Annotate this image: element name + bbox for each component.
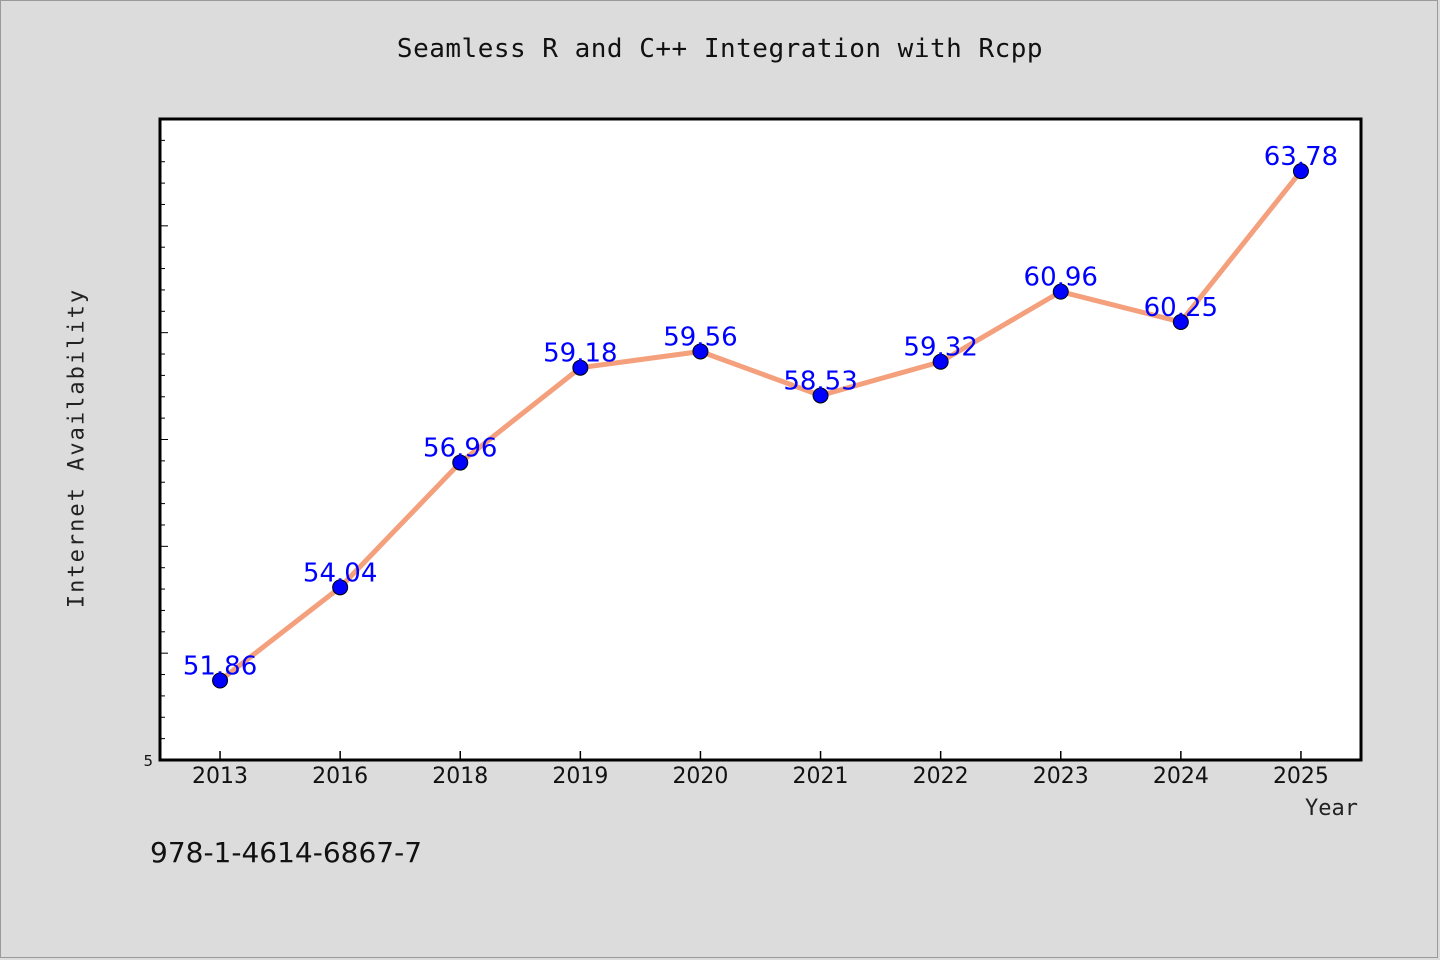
data-label: 51.86 [183, 652, 257, 682]
data-label: 59.32 [903, 333, 977, 363]
x-tick-label: 2022 [913, 764, 969, 789]
x-tick-label: 2018 [432, 764, 488, 789]
data-label: 63.78 [1264, 142, 1338, 172]
chart-title: Seamless R and C++ Integration with Rcpp [396, 34, 1044, 64]
data-label: 60.25 [1144, 293, 1218, 323]
x-tick-label: 2019 [552, 764, 608, 789]
data-point-marker [932, 353, 949, 370]
data-point-marker [212, 672, 229, 689]
y-tick-label: 5 [143, 752, 153, 770]
data-label: 59.56 [663, 322, 737, 352]
data-point-marker [692, 343, 709, 360]
x-tick-label: 2013 [192, 764, 248, 789]
data-point-marker [332, 579, 349, 596]
x-tick-label: 2021 [793, 764, 849, 789]
series-markers [212, 163, 1309, 689]
data-point-marker [1292, 163, 1309, 180]
x-tick-label: 2016 [312, 764, 368, 789]
x-tick-label: 2025 [1273, 764, 1329, 789]
data-label: 60.96 [1024, 263, 1098, 293]
x-tick-label: 2024 [1153, 764, 1209, 789]
data-labels: 51.86 54.04 56.96 59.18 59.56 58.53 59.32 60.96… [183, 142, 1338, 681]
data-label: 54.04 [303, 558, 377, 588]
x-axis-label: Year [1305, 796, 1358, 821]
data-point-marker [452, 454, 469, 471]
data-label: 59.18 [543, 339, 617, 369]
x-tick-label: 2023 [1033, 764, 1089, 789]
series-line [217, 168, 1304, 684]
data-point-marker [1172, 313, 1189, 330]
data-point-marker [1052, 283, 1069, 300]
x-tick-label: 2020 [672, 764, 728, 789]
data-point-marker [812, 387, 829, 404]
data-point-marker [572, 359, 589, 376]
footer-code: 978-1-4614-6867-7 [150, 836, 423, 869]
data-label: 58.53 [783, 366, 857, 396]
data-label: 56.96 [423, 434, 497, 464]
x-axis-ticks: 2013 2016 2018 2019 2020 2021 2022 2023 2024 2025 [192, 751, 1329, 789]
plot-area [158, 117, 1363, 762]
y-axis-ticks [160, 139, 168, 740]
